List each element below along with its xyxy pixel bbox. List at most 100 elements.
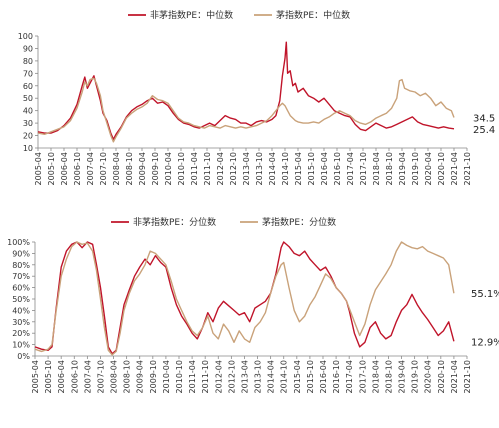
legend-label: 非茅指数PE：分位数 [133,216,216,228]
y-tick-label: 40% [12,306,30,315]
x-tick-label: 2009-04 [136,360,145,393]
x-tick-label: 2008-04 [112,152,121,185]
x-tick-label: 2015-04 [293,360,302,393]
x-tick-label: 2015-10 [306,360,315,393]
y-tick-label: 10% [12,341,30,350]
x-tick-label: 2010-10 [177,152,186,185]
x-tick-label: 2005-10 [44,360,53,393]
x-tick-label: 2005-04 [34,152,43,185]
y-tick-label: 50% [12,295,30,304]
legend-label: 茅指数PE：分位数 [262,216,336,228]
x-tick-label: 2011-04 [188,360,197,393]
y-tick-label: 20% [12,329,30,338]
x-tick-label: 2020-10 [437,360,446,393]
x-tick-label: 2014-10 [280,360,289,393]
x-tick-label: 2005-04 [31,360,40,393]
x-tick-label: 2019-10 [411,360,420,393]
x-tick-label: 2016-04 [319,360,328,393]
y-tick-label: 100% [7,238,30,247]
x-tick-label: 2010-04 [162,360,171,393]
x-tick-label: 2009-04 [138,152,147,185]
y-tick-label: 50 [23,94,33,103]
x-tick-label: 2015-10 [307,152,316,185]
end-value-label: 25.4 [473,125,495,136]
x-tick-label: 2018-04 [371,360,380,393]
y-tick-label: 60 [23,82,33,91]
x-tick-label: 2017-04 [345,360,354,393]
y-tick-label: 0% [17,352,30,361]
x-tick-label: 2017-04 [346,152,355,185]
end-value-label: 12.9% [471,337,499,348]
x-tick-label: 2013-04 [240,360,249,393]
legend-label: 茅指数PE：中位数 [276,9,350,21]
y-tick-label: 80% [12,261,30,270]
x-tick-label: 2021-04 [450,360,459,393]
y-tick-label: 30% [12,318,30,327]
x-tick-label: 2006-10 [70,360,79,393]
x-tick-label: 2007-04 [83,360,92,393]
x-tick-label: 2016-10 [333,152,342,185]
y-tick-label: 100 [18,32,33,41]
x-tick-label: 2007-10 [99,152,108,185]
y-tick-label: 20 [23,132,33,141]
x-tick-label: 2018-10 [384,360,393,393]
y-tick-label: 90 [23,44,33,53]
series-line [34,241,455,355]
x-tick-label: 2007-10 [96,360,105,393]
x-tick-label: 2020-04 [424,152,433,185]
x-tick-label: 2006-04 [60,152,69,185]
x-tick-label: 2019-04 [398,360,407,393]
x-tick-label: 2012-04 [214,360,223,393]
x-tick-label: 2012-10 [229,152,238,185]
x-tick-label: 2009-10 [151,152,160,185]
x-tick-label: 2006-10 [73,152,82,185]
series-line [37,41,455,140]
series-line [37,77,455,143]
x-tick-label: 2014-04 [268,152,277,185]
x-tick-label: 2013-10 [255,152,264,185]
series-line [34,241,455,356]
x-tick-label: 2010-04 [164,152,173,185]
x-tick-label: 2020-04 [424,360,433,393]
end-value-label: 55.1% [471,289,499,300]
y-tick-label: 40 [23,107,33,116]
x-tick-label: 2014-04 [267,360,276,393]
x-tick-label: 2011-04 [190,152,199,185]
y-tick-label: 60% [12,284,30,293]
x-tick-label: 2017-10 [359,152,368,185]
x-tick-label: 2006-04 [57,360,66,393]
x-tick-label: 2014-10 [281,152,290,185]
y-tick-label: 10 [23,144,33,153]
x-tick-label: 2013-10 [254,360,263,393]
x-tick-label: 2013-04 [242,152,251,185]
end-value-label: 34.5 [473,114,495,125]
x-tick-label: 2016-10 [332,360,341,393]
x-tick-label: 2012-10 [227,360,236,393]
x-tick-label: 2015-04 [294,152,303,185]
legend-label: 非茅指数PE：中位数 [150,9,233,21]
x-tick-label: 2005-10 [47,152,56,185]
x-tick-label: 2019-04 [398,152,407,185]
x-tick-label: 2008-10 [125,152,134,185]
y-tick-label: 70 [23,69,33,78]
x-tick-label: 2007-04 [86,152,95,185]
x-tick-label: 2010-10 [175,360,184,393]
x-tick-label: 2021-10 [463,360,472,393]
x-tick-label: 2017-10 [358,360,367,393]
x-tick-label: 2009-10 [149,360,158,393]
x-tick-label: 2018-04 [372,152,381,185]
x-tick-label: 2018-10 [385,152,394,185]
x-tick-label: 2008-10 [123,360,132,393]
x-tick-label: 2016-04 [320,152,329,185]
y-tick-label: 90% [12,249,30,258]
x-tick-label: 2011-10 [203,152,212,185]
x-tick-label: 2021-10 [463,152,472,185]
y-tick-label: 70% [12,272,30,281]
x-tick-label: 2008-04 [110,360,119,393]
x-tick-label: 2012-04 [216,152,225,185]
x-tick-label: 2011-10 [201,360,210,393]
x-tick-label: 2021-04 [450,152,459,185]
x-tick-label: 2019-10 [411,152,420,185]
